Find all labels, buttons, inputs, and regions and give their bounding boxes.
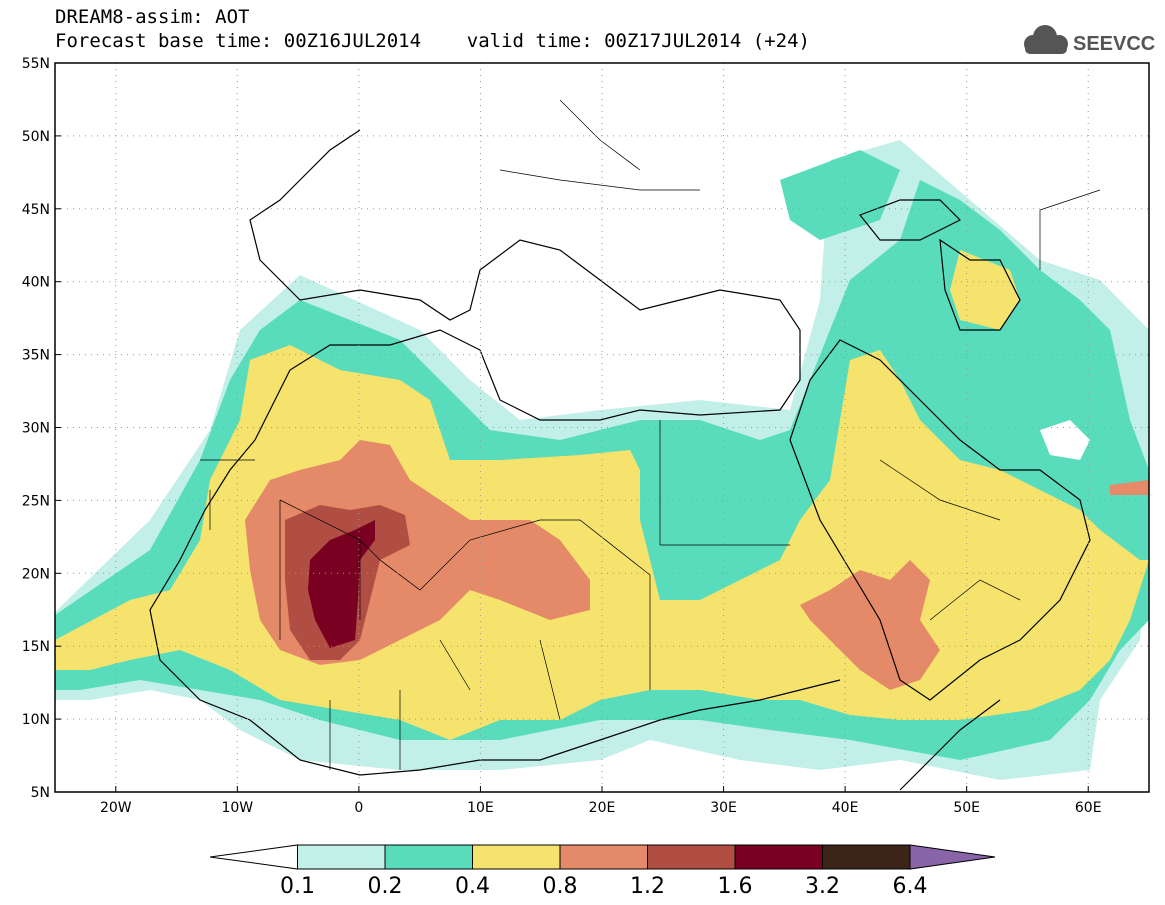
lat-label: 30N <box>22 421 50 437</box>
colorbar: 0.1 0.2 0.4 0.8 1.2 1.6 3.2 6.4 <box>209 844 996 899</box>
logo-text: SEEVCCC <box>1073 33 1155 55</box>
lon-label: 40E <box>832 800 859 816</box>
colorbar-swatch <box>559 844 648 870</box>
lon-label: 60E <box>1075 800 1102 816</box>
lat-label: 20N <box>22 566 50 582</box>
colorbar-label: 6.4 <box>893 874 928 899</box>
coastlines <box>149 129 1091 791</box>
borders <box>200 99 1101 770</box>
colorbar-label: 1.6 <box>718 874 753 899</box>
lon-label: 10E <box>467 800 494 816</box>
colorbar-swatch <box>297 844 386 870</box>
lon-label: 20W <box>100 800 132 816</box>
colorbar-label: 0.8 <box>543 874 578 899</box>
lat-label: 55N <box>22 56 50 72</box>
map-title: DREAM8-assim: AOT <box>55 6 250 28</box>
colorbar-label: 0.4 <box>455 874 490 899</box>
longitude-ticks: 20W 10W 0 10E 20E 30E 40E 50E 60E <box>100 786 1102 816</box>
colorbar-label: 0.2 <box>368 874 403 899</box>
colorbar-swatch <box>384 844 473 870</box>
lon-label: 30E <box>710 800 737 816</box>
colorbar-min-arrow <box>209 844 298 870</box>
lat-label: 45N <box>22 202 50 218</box>
lat-label: 15N <box>22 639 50 655</box>
lat-label: 25N <box>22 493 50 509</box>
colorbar-swatch <box>472 844 561 870</box>
colorbar-label: 0.1 <box>280 874 315 899</box>
lon-label: 10W <box>221 800 253 816</box>
lon-label: 0 <box>354 800 363 816</box>
lon-label: 50E <box>953 800 980 816</box>
colorbar-swatch <box>734 844 823 870</box>
seevccc-logo: SEEVCCC <box>1024 25 1155 55</box>
colorbar-swatch <box>822 844 911 870</box>
colorbar-swatch <box>647 844 736 870</box>
lon-label: 20E <box>589 800 616 816</box>
lat-label: 35N <box>22 348 50 364</box>
cloud-icon <box>1024 25 1068 54</box>
lat-label: 10N <box>22 712 50 728</box>
colorbar-label: 1.2 <box>630 874 665 899</box>
colorbar-label: 3.2 <box>805 874 840 899</box>
colorbar-max-arrow <box>909 844 996 870</box>
graticule <box>55 63 1149 792</box>
lat-label: 40N <box>22 275 50 291</box>
forecast-times: Forecast base time: 00Z16JUL2014 valid t… <box>55 30 810 52</box>
lat-label: 5N <box>31 785 50 801</box>
latitude-ticks: 55N 50N 45N 40N 35N 30N 25N 20N 15N 10N 5N <box>22 56 61 801</box>
lat-label: 50N <box>22 129 50 145</box>
